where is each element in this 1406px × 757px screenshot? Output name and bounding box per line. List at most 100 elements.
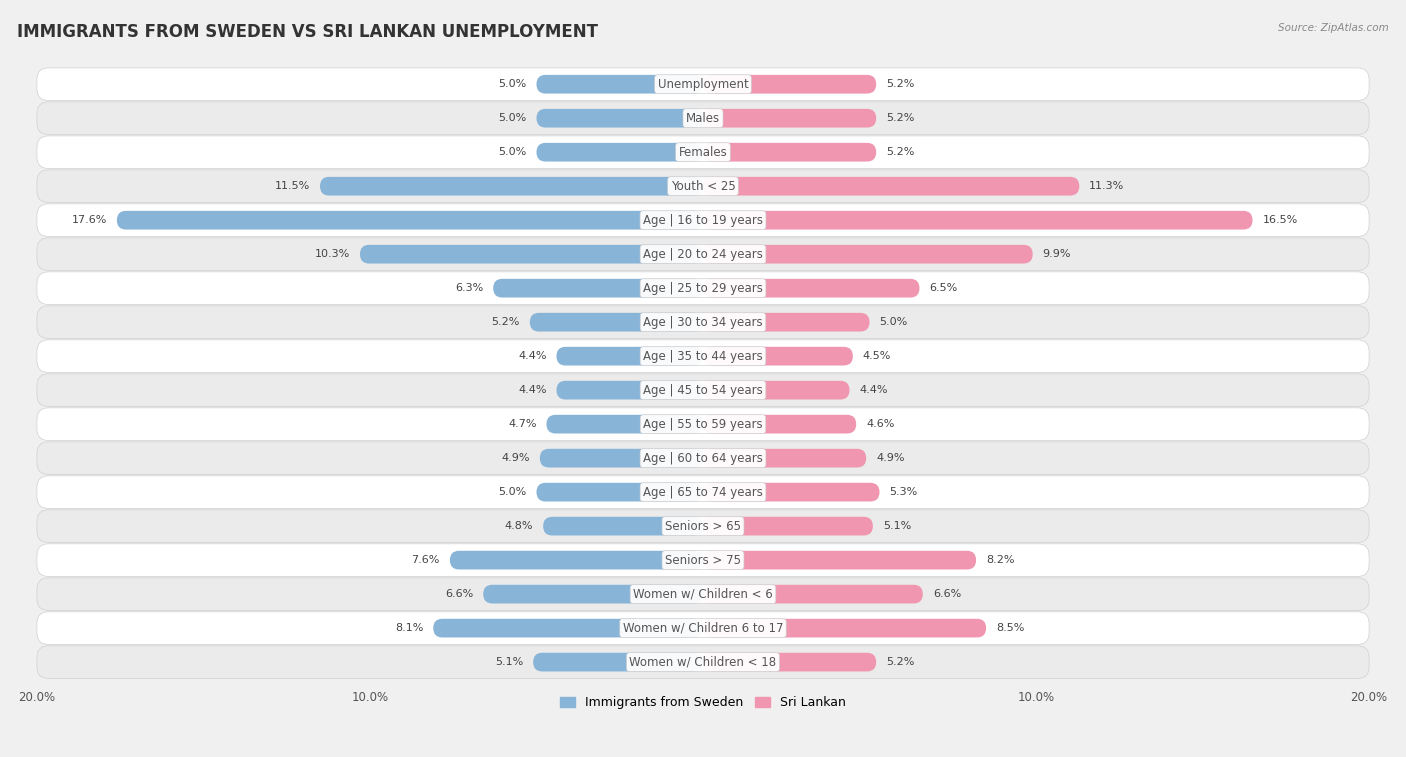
FancyBboxPatch shape xyxy=(37,646,1369,678)
Text: Age | 65 to 74 years: Age | 65 to 74 years xyxy=(643,486,763,499)
Text: 5.2%: 5.2% xyxy=(886,79,914,89)
Text: 5.2%: 5.2% xyxy=(492,317,520,327)
Text: Women w/ Children < 6: Women w/ Children < 6 xyxy=(633,587,773,600)
Text: 4.9%: 4.9% xyxy=(502,453,530,463)
Text: 4.4%: 4.4% xyxy=(517,351,547,361)
Text: Age | 16 to 19 years: Age | 16 to 19 years xyxy=(643,213,763,226)
FancyBboxPatch shape xyxy=(37,612,1369,644)
FancyBboxPatch shape xyxy=(537,75,703,94)
FancyBboxPatch shape xyxy=(703,483,880,501)
Text: 5.2%: 5.2% xyxy=(886,657,914,667)
FancyBboxPatch shape xyxy=(703,347,853,366)
Text: 5.2%: 5.2% xyxy=(886,147,914,157)
FancyBboxPatch shape xyxy=(703,75,876,94)
Text: 7.6%: 7.6% xyxy=(412,555,440,565)
FancyBboxPatch shape xyxy=(37,306,1369,338)
Text: Women w/ Children 6 to 17: Women w/ Children 6 to 17 xyxy=(623,621,783,634)
FancyBboxPatch shape xyxy=(494,279,703,298)
Text: Females: Females xyxy=(679,145,727,159)
Text: 5.0%: 5.0% xyxy=(498,147,526,157)
Text: Age | 45 to 54 years: Age | 45 to 54 years xyxy=(643,384,763,397)
FancyBboxPatch shape xyxy=(37,476,1369,509)
Text: 9.9%: 9.9% xyxy=(1043,249,1071,259)
Text: 4.8%: 4.8% xyxy=(505,521,533,531)
Text: 10.3%: 10.3% xyxy=(315,249,350,259)
Text: Age | 55 to 59 years: Age | 55 to 59 years xyxy=(643,418,763,431)
Text: 5.3%: 5.3% xyxy=(890,488,918,497)
FancyBboxPatch shape xyxy=(37,272,1369,304)
FancyBboxPatch shape xyxy=(484,584,703,603)
Text: Seniors > 65: Seniors > 65 xyxy=(665,519,741,533)
FancyBboxPatch shape xyxy=(37,544,1369,576)
Text: 6.6%: 6.6% xyxy=(932,589,962,599)
Text: 4.4%: 4.4% xyxy=(859,385,889,395)
Text: Males: Males xyxy=(686,112,720,125)
FancyBboxPatch shape xyxy=(543,517,703,535)
FancyBboxPatch shape xyxy=(537,109,703,128)
Text: 5.0%: 5.0% xyxy=(498,488,526,497)
FancyBboxPatch shape xyxy=(703,517,873,535)
Text: Seniors > 75: Seniors > 75 xyxy=(665,553,741,567)
FancyBboxPatch shape xyxy=(537,143,703,161)
FancyBboxPatch shape xyxy=(557,347,703,366)
FancyBboxPatch shape xyxy=(703,415,856,434)
Text: 5.1%: 5.1% xyxy=(495,657,523,667)
FancyBboxPatch shape xyxy=(703,551,976,569)
Text: Age | 25 to 29 years: Age | 25 to 29 years xyxy=(643,282,763,294)
FancyBboxPatch shape xyxy=(360,245,703,263)
FancyBboxPatch shape xyxy=(37,102,1369,135)
FancyBboxPatch shape xyxy=(703,449,866,468)
FancyBboxPatch shape xyxy=(433,618,703,637)
Text: Age | 60 to 64 years: Age | 60 to 64 years xyxy=(643,452,763,465)
FancyBboxPatch shape xyxy=(37,442,1369,475)
Text: Unemployment: Unemployment xyxy=(658,78,748,91)
FancyBboxPatch shape xyxy=(703,211,1253,229)
FancyBboxPatch shape xyxy=(557,381,703,400)
Text: IMMIGRANTS FROM SWEDEN VS SRI LANKAN UNEMPLOYMENT: IMMIGRANTS FROM SWEDEN VS SRI LANKAN UNE… xyxy=(17,23,598,41)
FancyBboxPatch shape xyxy=(450,551,703,569)
FancyBboxPatch shape xyxy=(537,483,703,501)
Text: 6.3%: 6.3% xyxy=(456,283,484,293)
Text: Women w/ Children < 18: Women w/ Children < 18 xyxy=(630,656,776,668)
FancyBboxPatch shape xyxy=(703,618,986,637)
Text: 6.6%: 6.6% xyxy=(444,589,474,599)
FancyBboxPatch shape xyxy=(530,313,703,332)
Text: 4.9%: 4.9% xyxy=(876,453,904,463)
Text: Age | 35 to 44 years: Age | 35 to 44 years xyxy=(643,350,763,363)
FancyBboxPatch shape xyxy=(703,381,849,400)
Text: 5.0%: 5.0% xyxy=(498,114,526,123)
Text: Age | 20 to 24 years: Age | 20 to 24 years xyxy=(643,248,763,260)
Text: 5.0%: 5.0% xyxy=(880,317,908,327)
FancyBboxPatch shape xyxy=(37,136,1369,169)
Text: 5.1%: 5.1% xyxy=(883,521,911,531)
FancyBboxPatch shape xyxy=(703,279,920,298)
Text: 11.5%: 11.5% xyxy=(274,181,309,192)
FancyBboxPatch shape xyxy=(37,204,1369,236)
Text: 4.4%: 4.4% xyxy=(517,385,547,395)
Text: 5.0%: 5.0% xyxy=(498,79,526,89)
Text: Age | 30 to 34 years: Age | 30 to 34 years xyxy=(643,316,763,329)
FancyBboxPatch shape xyxy=(37,340,1369,372)
Text: 4.7%: 4.7% xyxy=(508,419,537,429)
Text: 11.3%: 11.3% xyxy=(1090,181,1125,192)
Text: 4.6%: 4.6% xyxy=(866,419,894,429)
FancyBboxPatch shape xyxy=(37,578,1369,610)
FancyBboxPatch shape xyxy=(540,449,703,468)
Legend: Immigrants from Sweden, Sri Lankan: Immigrants from Sweden, Sri Lankan xyxy=(555,691,851,714)
Text: 4.5%: 4.5% xyxy=(863,351,891,361)
Text: Source: ZipAtlas.com: Source: ZipAtlas.com xyxy=(1278,23,1389,33)
FancyBboxPatch shape xyxy=(37,238,1369,270)
Text: 16.5%: 16.5% xyxy=(1263,215,1298,225)
Text: Youth < 25: Youth < 25 xyxy=(671,179,735,193)
FancyBboxPatch shape xyxy=(703,245,1032,263)
Text: 6.5%: 6.5% xyxy=(929,283,957,293)
FancyBboxPatch shape xyxy=(37,374,1369,407)
FancyBboxPatch shape xyxy=(533,653,703,671)
FancyBboxPatch shape xyxy=(37,170,1369,203)
FancyBboxPatch shape xyxy=(703,584,922,603)
Text: 8.5%: 8.5% xyxy=(995,623,1025,633)
FancyBboxPatch shape xyxy=(37,408,1369,441)
FancyBboxPatch shape xyxy=(37,68,1369,101)
FancyBboxPatch shape xyxy=(117,211,703,229)
FancyBboxPatch shape xyxy=(703,313,869,332)
